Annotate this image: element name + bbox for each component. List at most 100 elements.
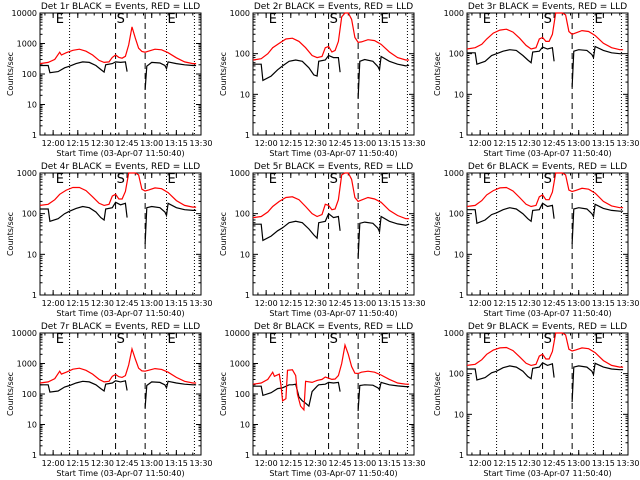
x-tick-label: 13:30 <box>189 139 212 148</box>
y-tick-label: 1000 <box>230 9 250 18</box>
segment-marker: S <box>117 172 125 187</box>
segment-marker: E <box>56 332 64 347</box>
x-tick-label: 13:15 <box>592 299 615 308</box>
segment-marker: E <box>56 12 64 27</box>
x-tick-label: 12:00 <box>469 139 492 148</box>
x-tick-label: 12:45 <box>329 299 352 308</box>
x-tick-label: 12:15 <box>279 459 302 468</box>
x-tick-label: 13:15 <box>592 459 615 468</box>
detector-panel: Det 1r BLACK = Events, RED = LLD 1 10 100 10… <box>6 2 213 158</box>
y-axis-label: Counts/sec <box>6 52 15 96</box>
x-tick-label: 13:15 <box>378 139 401 148</box>
detector-panel: Det 3r BLACK = Events, RED = LLD 1 10 100 10… <box>433 2 640 158</box>
segment-marker: S <box>330 172 338 187</box>
x-axis-label: Start Time (03-Apr-07 11:50:40) <box>56 149 184 158</box>
segment-marker: E <box>483 12 491 27</box>
x-tick-label: 12:30 <box>91 139 114 148</box>
x-tick-label: 12:15 <box>66 459 89 468</box>
segment-marker: S <box>117 12 125 27</box>
events-series-line <box>40 61 197 90</box>
y-tick-label: 1 <box>459 291 464 300</box>
panel-title: Det 2r BLACK = Events, RED = LLD <box>254 2 413 12</box>
y-tick-label: 100 <box>449 50 464 59</box>
segment-marker: E <box>595 12 603 27</box>
events-series-line <box>253 381 410 411</box>
x-tick-label: 12:00 <box>42 299 65 308</box>
x-tick-label: 12:15 <box>66 299 89 308</box>
x-tick-label: 13:00 <box>567 459 590 468</box>
y-tick-label: 10 <box>454 90 464 99</box>
x-tick-label: 13:30 <box>402 459 425 468</box>
y-axis-label: Counts/sec <box>6 212 15 256</box>
segment-marker: E <box>168 12 176 27</box>
x-tick-label: 12:45 <box>116 139 139 148</box>
y-tick-label: 100 <box>449 210 464 219</box>
y-tick-label: 10 <box>27 421 37 430</box>
y-tick-label: 10 <box>240 421 250 430</box>
y-tick-label: 100 <box>235 210 250 219</box>
plot-frame <box>466 332 629 456</box>
x-tick-label: 12:15 <box>493 299 516 308</box>
y-axis-label: Counts/sec <box>433 372 442 416</box>
y-tick-label: 1000 <box>17 360 37 369</box>
x-tick-label: 13:15 <box>165 459 188 468</box>
y-tick-label: 1 <box>32 131 37 140</box>
plot-frame <box>252 12 415 136</box>
lld-series-line <box>466 172 624 209</box>
detector-panel: Det 8r BLACK = Events, RED = LLD 1 10 100 10… <box>219 322 426 478</box>
y-axis-label: Counts/sec <box>433 52 442 96</box>
y-tick-label: 1000 <box>444 329 464 338</box>
y-tick-label: 100 <box>449 370 464 379</box>
events-series-line <box>467 362 624 403</box>
panel-title: Det 9r BLACK = Events, RED = LLD <box>468 322 627 332</box>
plot-frame <box>39 332 202 456</box>
x-tick-label: 12:15 <box>493 139 516 148</box>
x-axis-label: Start Time (03-Apr-07 11:50:40) <box>269 149 397 158</box>
segment-marker: S <box>544 332 552 347</box>
lld-series-line <box>252 12 410 61</box>
y-tick-label: 10 <box>27 250 37 259</box>
plot-frame <box>466 172 629 296</box>
events-series-line <box>253 212 410 259</box>
x-tick-label: 12:00 <box>255 459 278 468</box>
x-tick-label: 13:30 <box>616 139 639 148</box>
y-tick-label: 100 <box>235 390 250 399</box>
segment-marker: E <box>168 332 176 347</box>
x-axis-label: Start Time (03-Apr-07 11:50:40) <box>483 469 611 478</box>
x-tick-label: 12:30 <box>304 299 327 308</box>
x-tick-label: 13:00 <box>353 139 376 148</box>
segment-marker: S <box>330 12 338 27</box>
y-tick-label: 1 <box>245 451 250 460</box>
events-series-line <box>253 54 410 99</box>
y-tick-label: 10000 <box>225 329 250 338</box>
x-tick-label: 13:30 <box>616 459 639 468</box>
segment-marker: E <box>483 332 491 347</box>
x-axis-label: Start Time (03-Apr-07 11:50:40) <box>56 469 184 478</box>
x-axis-label: Start Time (03-Apr-07 11:50:40) <box>483 149 611 158</box>
plot-frame <box>39 12 202 136</box>
y-tick-label: 10 <box>454 250 464 259</box>
x-tick-label: 12:30 <box>91 459 114 468</box>
y-tick-label: 10 <box>240 90 250 99</box>
y-tick-label: 1 <box>245 131 250 140</box>
x-tick-label: 12:30 <box>304 459 327 468</box>
segment-marker: E <box>269 332 277 347</box>
x-tick-label: 12:00 <box>469 459 492 468</box>
y-tick-label: 100 <box>235 50 250 59</box>
x-axis-label: Start Time (03-Apr-07 11:50:40) <box>56 309 184 318</box>
x-tick-label: 12:45 <box>543 459 566 468</box>
x-tick-label: 12:45 <box>329 459 352 468</box>
x-tick-label: 13:00 <box>567 299 590 308</box>
segment-marker: E <box>595 172 603 187</box>
x-tick-label: 13:30 <box>402 299 425 308</box>
y-tick-label: 1000 <box>444 169 464 178</box>
segment-marker: E <box>381 172 389 187</box>
lld-series-line <box>39 346 197 384</box>
panel-title: Det 5r BLACK = Events, RED = LLD <box>254 162 413 172</box>
x-tick-label: 13:00 <box>140 459 163 468</box>
detector-panel: Det 9r BLACK = Events, RED = LLD 1 10 100 10… <box>433 322 640 478</box>
x-tick-label: 12:15 <box>66 139 89 148</box>
events-series-line <box>40 201 197 245</box>
segment-marker: E <box>269 172 277 187</box>
